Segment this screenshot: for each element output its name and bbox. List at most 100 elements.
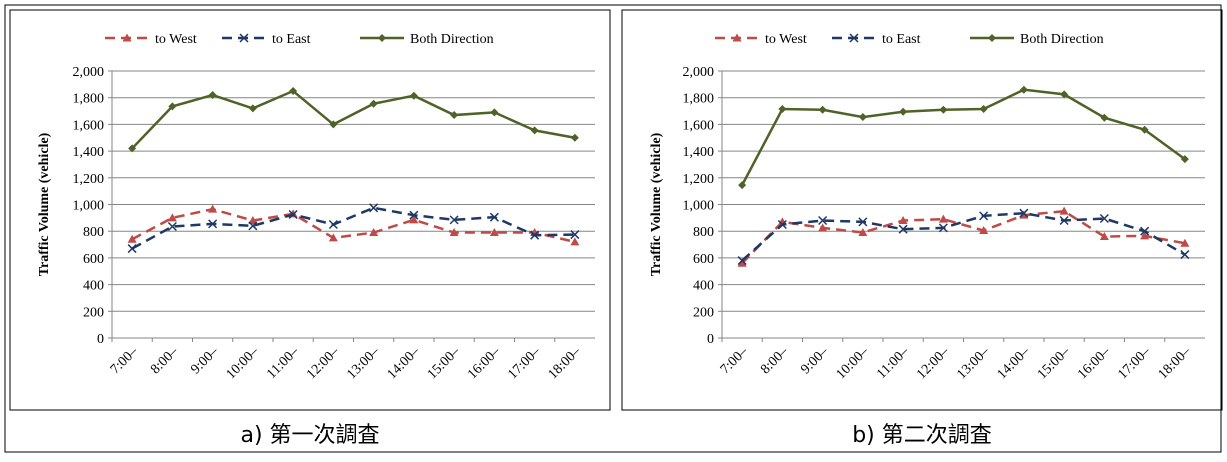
- legend-label: to West: [155, 32, 197, 47]
- x-tick-label: 13:00–: [344, 344, 383, 383]
- x-tick-label: 10:00–: [834, 344, 873, 383]
- y-tick-label: 600: [83, 252, 104, 267]
- data-point: [1140, 231, 1150, 240]
- x-tick-label: 12:00–: [914, 344, 953, 383]
- y-tick-label: 1,400: [73, 145, 105, 160]
- data-point: [1180, 250, 1190, 260]
- data-point: [570, 133, 579, 142]
- data-point: [939, 105, 948, 114]
- data-point: [369, 99, 378, 108]
- x-tick-label: 7:00–: [108, 344, 142, 378]
- x-tick-label: 12:00–: [304, 344, 343, 383]
- data-point: [1140, 226, 1150, 236]
- data-point: [938, 223, 948, 233]
- x-tick-label: 8:00–: [758, 344, 792, 378]
- data-point: [248, 216, 258, 225]
- data-point: [1019, 210, 1029, 219]
- data-point: [979, 105, 988, 114]
- legend-marker: [732, 33, 742, 42]
- x-tick-label: 14:00–: [995, 344, 1034, 383]
- legend-marker: [239, 33, 249, 43]
- y-tick-label: 1,000: [683, 199, 715, 214]
- y-tick-label: 1,000: [73, 199, 105, 214]
- figure-border: [4, 4, 1222, 453]
- legend-marker: [988, 34, 996, 42]
- data-point: [208, 204, 218, 213]
- data-point: [1059, 206, 1069, 215]
- data-point: [369, 228, 379, 237]
- x-tick-label: 16:00–: [465, 344, 504, 383]
- data-point: [1059, 215, 1069, 226]
- data-point: [289, 87, 298, 96]
- y-tick-label: 1,800: [73, 92, 105, 107]
- x-tick-label: 7:00–: [718, 344, 752, 378]
- data-point: [328, 219, 338, 230]
- data-point: [167, 213, 177, 222]
- legend-label: to East: [272, 32, 311, 47]
- x-tick-label: 15:00–: [425, 344, 464, 383]
- x-tick-label: 8:00–: [148, 344, 182, 378]
- y-tick-label: 1,200: [73, 172, 105, 187]
- data-point: [1100, 113, 1109, 122]
- data-point: [1099, 232, 1109, 241]
- data-point: [1099, 213, 1109, 224]
- data-point: [818, 105, 827, 114]
- x-tick-label: 17:00–: [505, 344, 544, 383]
- y-tick-label: 800: [693, 225, 714, 240]
- x-tick-label: 18:00–: [1156, 344, 1195, 383]
- x-tick-label: 17:00–: [1115, 344, 1154, 383]
- data-point: [409, 215, 419, 224]
- data-point: [818, 215, 828, 226]
- legend-marker: [378, 34, 386, 42]
- series-line: [741, 88, 1186, 186]
- data-point: [208, 91, 217, 100]
- y-tick-label: 1,400: [683, 145, 715, 160]
- y-tick-label: 800: [83, 225, 104, 240]
- data-point: [858, 217, 868, 227]
- series-line: [741, 209, 1186, 265]
- panel-border: [621, 9, 1223, 411]
- y-tick-label: 200: [693, 305, 714, 320]
- panel-border: [9, 9, 611, 411]
- data-point: [737, 258, 747, 267]
- data-point: [128, 144, 137, 153]
- data-point: [168, 102, 177, 111]
- x-tick-label: 13:00–: [954, 344, 993, 383]
- series-line: [131, 207, 576, 244]
- data-point: [737, 256, 747, 266]
- data-point: [450, 111, 459, 120]
- y-tick-label: 1,800: [683, 92, 715, 107]
- data-point: [1060, 90, 1069, 99]
- x-tick-label: 9:00–: [188, 344, 222, 378]
- data-point: [288, 209, 298, 220]
- series-line: [131, 206, 575, 250]
- data-point: [369, 203, 379, 213]
- data-point: [979, 226, 989, 235]
- data-point: [777, 219, 787, 230]
- data-point: [898, 216, 908, 225]
- x-tick-label: 11:00–: [874, 344, 912, 382]
- legend-marker: [122, 33, 132, 42]
- y-tick-label: 200: [83, 305, 104, 320]
- x-tick-label: 18:00–: [546, 344, 585, 383]
- data-point: [979, 211, 989, 221]
- series-line: [741, 211, 1186, 262]
- data-point: [127, 234, 137, 243]
- data-point: [167, 221, 177, 232]
- x-tick-label: 15:00–: [1035, 344, 1074, 383]
- y-tick-label: 600: [693, 252, 714, 267]
- data-point: [248, 104, 257, 113]
- y-tick-label: 2,000: [73, 65, 105, 80]
- data-point: [530, 230, 540, 240]
- data-point: [409, 210, 419, 220]
- legend-label: Both Direction: [1020, 32, 1104, 47]
- y-tick-label: 2,000: [683, 65, 715, 80]
- data-point: [449, 215, 459, 225]
- legend-marker: [849, 33, 859, 43]
- legend-label: to West: [765, 32, 807, 47]
- data-point: [570, 237, 580, 246]
- y-tick-label: 1,600: [73, 118, 105, 133]
- x-tick-label: 10:00–: [224, 344, 263, 383]
- data-point: [938, 214, 948, 223]
